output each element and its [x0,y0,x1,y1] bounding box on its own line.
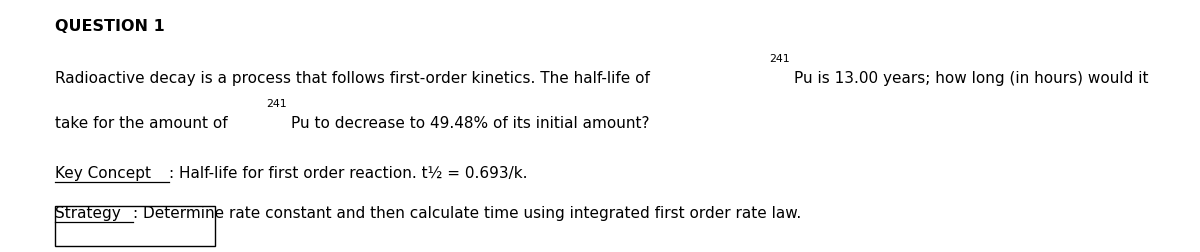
Text: Key Concept: Key Concept [54,166,150,181]
Text: : Half-life for first order reaction. t½ = 0.693/k.: : Half-life for first order reaction. t½… [169,166,527,181]
Text: 241: 241 [769,54,790,64]
Text: take for the amount of: take for the amount of [54,116,232,131]
Text: Strategy: Strategy [54,206,120,221]
Text: QUESTION 1: QUESTION 1 [54,19,164,34]
Text: Pu is 13.00 years; how long (in hours) would it: Pu is 13.00 years; how long (in hours) w… [793,71,1148,86]
Text: 241: 241 [266,99,287,109]
Text: Pu to decrease to 49.48% of its initial amount?: Pu to decrease to 49.48% of its initial … [290,116,649,131]
Text: Radioactive decay is a process that follows first-order kinetics. The half-life : Radioactive decay is a process that foll… [54,71,654,86]
Text: : Determine rate constant and then calculate time using integrated first order r: : Determine rate constant and then calcu… [133,206,802,221]
